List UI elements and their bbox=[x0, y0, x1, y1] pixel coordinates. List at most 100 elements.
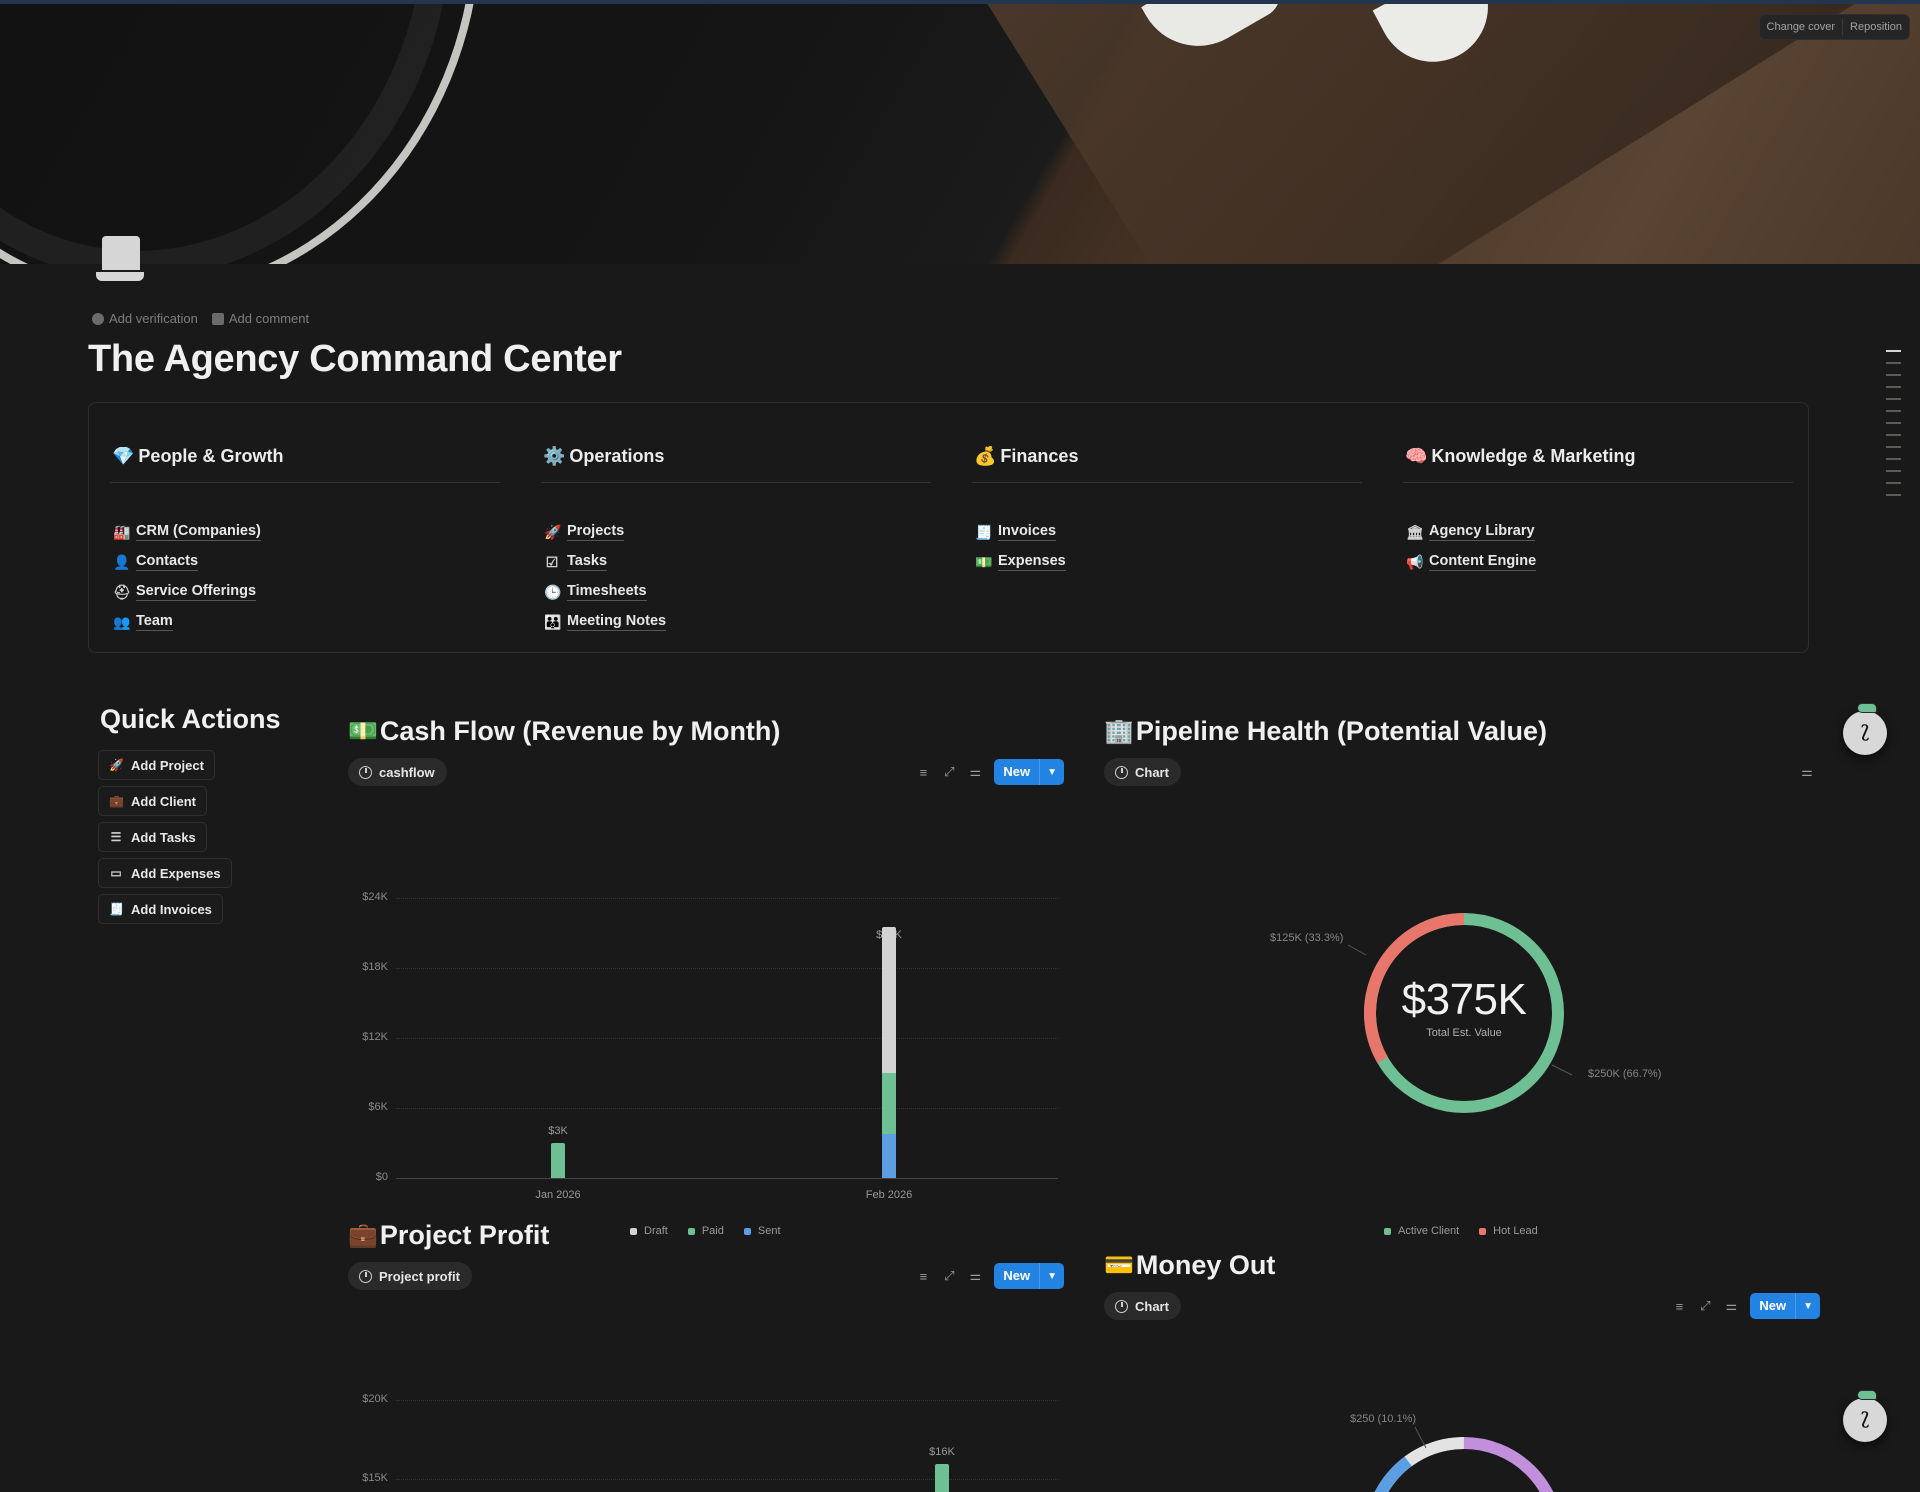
laptop-icon[interactable] bbox=[94, 236, 156, 286]
widget-toolbar: Chart ⚌ bbox=[1104, 757, 1820, 787]
expand-icon[interactable]: ⤢ bbox=[944, 764, 955, 779]
expand-icon[interactable]: ⤢ bbox=[1700, 1298, 1711, 1313]
quick-actions-title: Quick Actions bbox=[100, 704, 281, 734]
outline-marker[interactable] bbox=[1886, 410, 1901, 412]
nav-link-meeting-notes[interactable]: 👪 Meeting Notes bbox=[541, 607, 931, 637]
filter-icon[interactable]: ≡ bbox=[1675, 1298, 1684, 1314]
change-cover-button[interactable]: Change cover bbox=[1766, 21, 1836, 33]
briefcase-icon: 💼 bbox=[348, 1222, 378, 1249]
outline-marker[interactable] bbox=[1886, 350, 1901, 352]
new-button[interactable]: New ▼ bbox=[1750, 1293, 1820, 1319]
outline-marker[interactable] bbox=[1886, 434, 1901, 436]
outline-marker[interactable] bbox=[1886, 422, 1901, 424]
view-tab-cashflow[interactable]: cashflow bbox=[348, 758, 447, 786]
legend-item-draft[interactable]: Draft bbox=[630, 1225, 668, 1237]
bar-feb-sent[interactable] bbox=[882, 1134, 896, 1178]
add-project-button[interactable]: 🚀 Add Project bbox=[98, 750, 215, 780]
new-button[interactable]: New ▼ bbox=[994, 759, 1064, 785]
nav-link-projects[interactable]: 🚀 Projects bbox=[541, 517, 931, 547]
outline-marker[interactable] bbox=[1886, 446, 1901, 448]
chevron-down-icon[interactable]: ▼ bbox=[1803, 1300, 1813, 1312]
outline-marker[interactable] bbox=[1886, 482, 1901, 484]
add-expenses-button[interactable]: ▭ Add Expenses bbox=[98, 858, 232, 888]
nav-link-expenses[interactable]: 💵 Expenses bbox=[972, 547, 1362, 577]
bar-project-profit[interactable] bbox=[935, 1464, 949, 1492]
nav-heading-label: Knowledge & Marketing bbox=[1431, 446, 1636, 466]
add-comment-button[interactable]: Add comment bbox=[211, 311, 309, 326]
filter-icon[interactable]: ≡ bbox=[919, 764, 928, 780]
new-button-label: New bbox=[994, 1263, 1041, 1289]
nav-link-invoices[interactable]: 🧾 Invoices bbox=[972, 517, 1362, 547]
expand-icon[interactable]: ⤢ bbox=[944, 1268, 955, 1283]
rocket-icon: 🚀 bbox=[109, 758, 124, 772]
add-verification-button[interactable]: Add verification bbox=[92, 311, 198, 326]
settings-sliders-icon[interactable]: ⚌ bbox=[969, 1268, 982, 1283]
button-label: Add Client bbox=[131, 793, 196, 809]
laptop-base bbox=[96, 272, 144, 281]
outline-marker[interactable] bbox=[1886, 374, 1901, 376]
outline-marker[interactable] bbox=[1886, 362, 1901, 364]
add-invoices-button[interactable]: 🧾 Add Invoices bbox=[98, 894, 223, 924]
y-tick: $15K bbox=[362, 1472, 388, 1484]
view-tab-project-profit[interactable]: Project profit bbox=[348, 1262, 472, 1290]
legend-item-sent[interactable]: Sent bbox=[743, 1225, 781, 1237]
filter-icon[interactable]: ≡ bbox=[919, 1268, 928, 1284]
legend-item-active-client[interactable]: Active Client bbox=[1384, 1225, 1459, 1237]
donut-center: $375K Total Est. Value bbox=[1364, 975, 1564, 1039]
total-value-caption: Total Est. Value bbox=[1426, 1027, 1502, 1039]
laptop-screen bbox=[102, 236, 140, 270]
legend-item-hot-lead[interactable]: Hot Lead bbox=[1479, 1225, 1538, 1237]
settings-sliders-icon[interactable]: ⚌ bbox=[1725, 1298, 1738, 1313]
nav-link-content-engine[interactable]: 📢 Content Engine bbox=[1403, 547, 1793, 577]
legend-item-paid[interactable]: Paid bbox=[687, 1225, 724, 1237]
outline-marker[interactable] bbox=[1886, 494, 1901, 496]
settings-sliders-icon[interactable]: ⚌ bbox=[969, 764, 982, 779]
view-tab-chart[interactable]: Chart bbox=[1104, 758, 1181, 786]
grid-line bbox=[396, 1108, 1058, 1109]
outline-marker[interactable] bbox=[1886, 458, 1901, 460]
outline-marker[interactable] bbox=[1886, 386, 1901, 388]
nav-link-timesheets[interactable]: 🕒 Timesheets bbox=[541, 577, 931, 607]
office-building-icon: 🏢 bbox=[1104, 718, 1134, 745]
meeting-icon: 👪 bbox=[544, 613, 562, 630]
nav-link-service-offerings[interactable]: ⛑ Service Offerings bbox=[110, 577, 500, 607]
legend-label: Paid bbox=[701, 1225, 724, 1237]
nav-heading-label: People & Growth bbox=[138, 446, 284, 466]
comment-icon bbox=[211, 312, 224, 325]
face-icon: ʅ bbox=[1859, 1404, 1871, 1429]
verified-badge-icon bbox=[92, 312, 104, 325]
nav-heading: 🧠 Knowledge & Marketing bbox=[1403, 443, 1793, 483]
new-button[interactable]: New ▼ bbox=[994, 1263, 1064, 1289]
bar-feb-draft[interactable] bbox=[882, 927, 896, 1073]
settings-sliders-icon[interactable]: ⚌ bbox=[1801, 764, 1813, 779]
nav-column-knowledge-marketing: 🧠 Knowledge & Marketing 🏛 Agency Library 📢… bbox=[1403, 443, 1793, 577]
nav-link-contacts[interactable]: 👤 Contacts bbox=[110, 547, 500, 577]
bar-jan-paid[interactable] bbox=[551, 1143, 565, 1178]
assistant-avatar-button[interactable]: ʅ bbox=[1843, 703, 1887, 755]
add-tasks-button[interactable]: ☰ Add Tasks bbox=[98, 822, 207, 852]
view-tab-chart[interactable]: Chart bbox=[1104, 1292, 1181, 1320]
slice-light[interactable] bbox=[1333, 1406, 1596, 1492]
assistant-avatar-button[interactable]: ʅ bbox=[1843, 1390, 1887, 1442]
pie-chart-icon bbox=[359, 1269, 372, 1283]
nav-link-crm[interactable]: 🏭 CRM (Companies) bbox=[110, 517, 500, 547]
outline-marker[interactable] bbox=[1886, 470, 1901, 472]
slice-purple[interactable] bbox=[1370, 1437, 1558, 1492]
button-label: Add Tasks bbox=[131, 829, 196, 845]
page-outline-rail[interactable] bbox=[1886, 350, 1901, 496]
page-title[interactable]: The Agency Command Center bbox=[88, 338, 622, 380]
widget-title: 💳 Money Out bbox=[1104, 1250, 1820, 1281]
bar-feb-paid[interactable] bbox=[882, 1073, 896, 1134]
outline-marker[interactable] bbox=[1886, 398, 1901, 400]
y-tick: $12K bbox=[362, 1031, 388, 1043]
divider bbox=[1842, 19, 1844, 35]
widget-title: 💵 Cash Flow (Revenue by Month) bbox=[348, 716, 1064, 747]
chart-legend: Draft Paid Sent bbox=[630, 1225, 781, 1237]
nav-link-team[interactable]: 👥 Team bbox=[110, 607, 500, 637]
nav-link-tasks[interactable]: ☑ Tasks bbox=[541, 547, 931, 577]
nav-link-agency-library[interactable]: 🏛 Agency Library bbox=[1403, 517, 1793, 547]
add-client-button[interactable]: 💼 Add Client bbox=[98, 786, 207, 816]
chevron-down-icon[interactable]: ▼ bbox=[1047, 766, 1057, 778]
chevron-down-icon[interactable]: ▼ bbox=[1047, 1270, 1057, 1282]
reposition-button[interactable]: Reposition bbox=[1850, 21, 1902, 33]
